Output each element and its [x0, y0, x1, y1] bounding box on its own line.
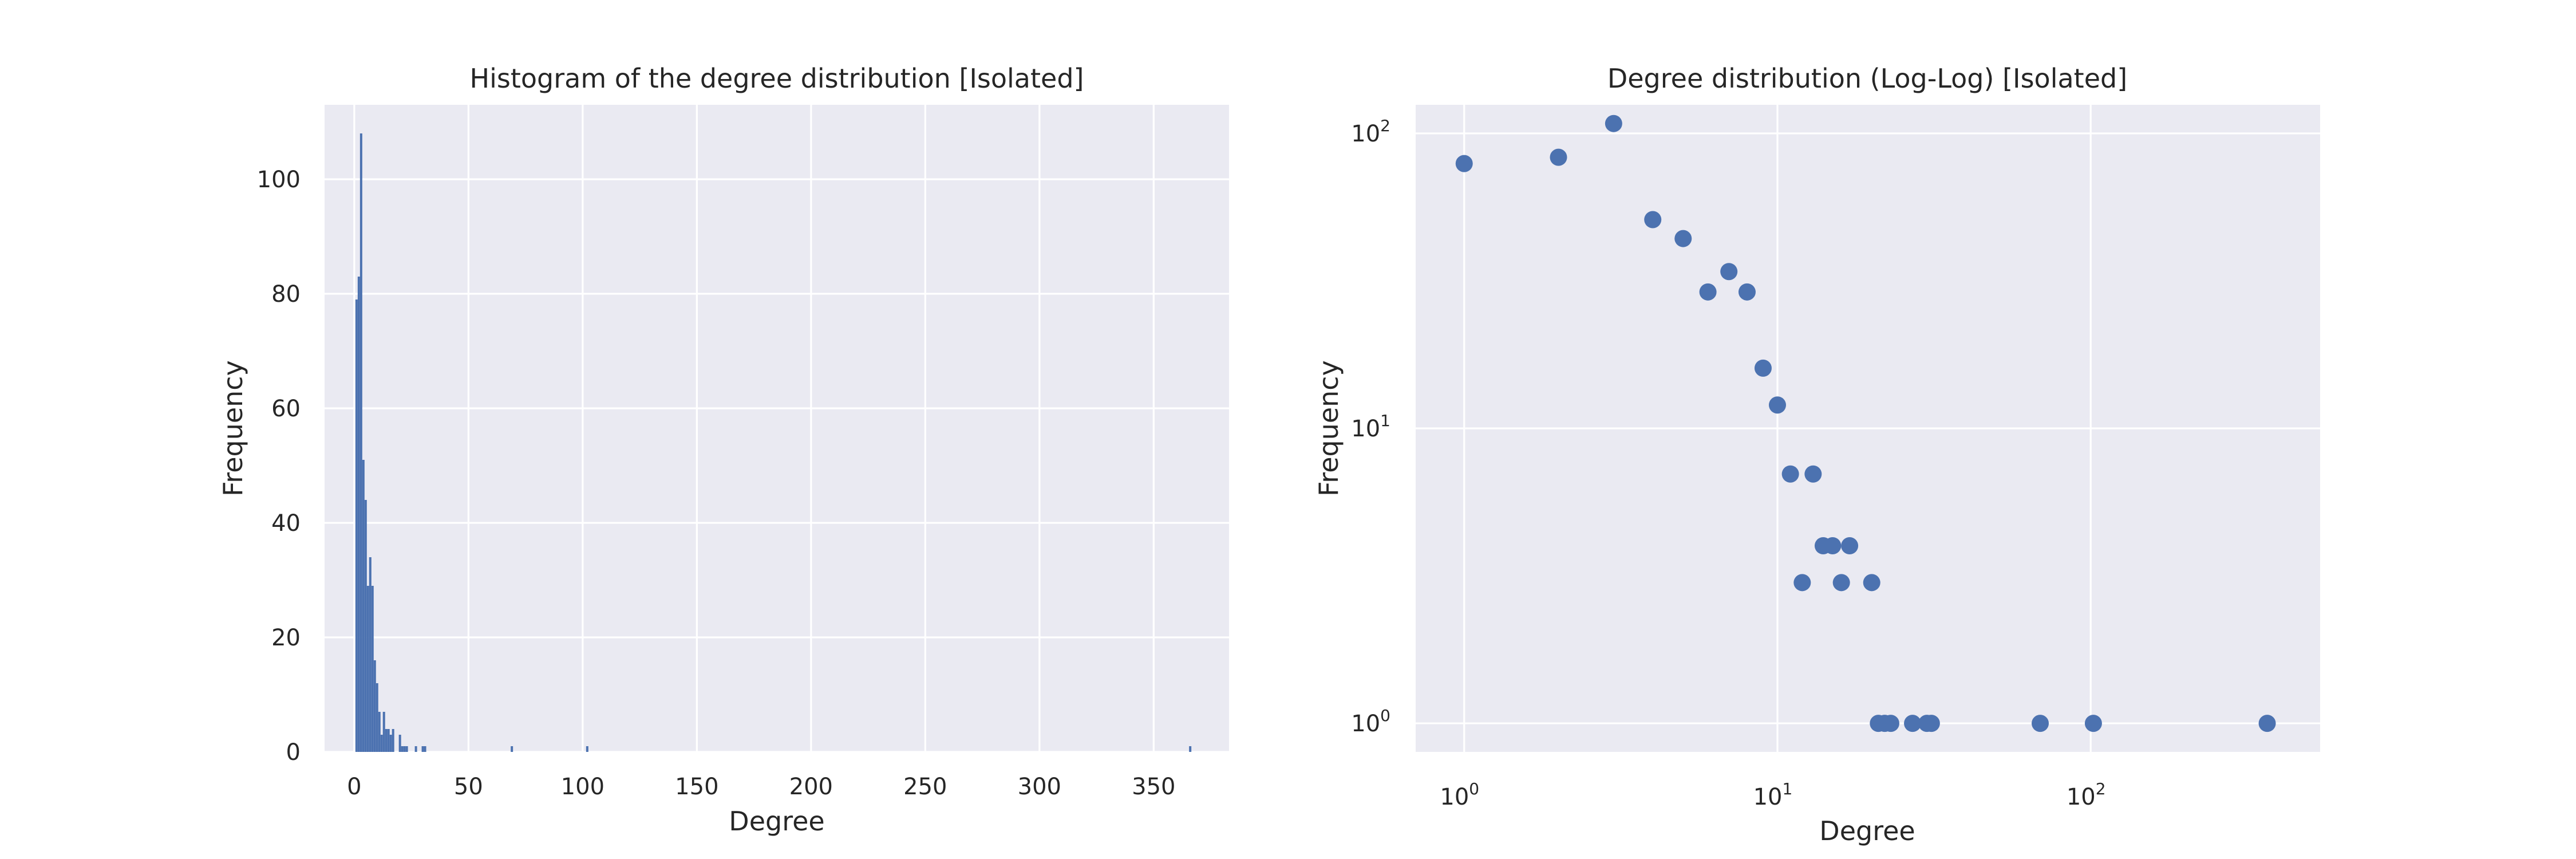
histogram-x-tick-label: 50	[454, 774, 483, 800]
loglog-point	[1793, 574, 1811, 592]
histogram-x-tick-label: 250	[903, 774, 947, 800]
histogram-bar	[398, 735, 401, 752]
loglog-x-tick-label: 100	[1440, 779, 1479, 810]
histogram-bar	[1189, 746, 1192, 752]
histogram-bar	[371, 586, 374, 752]
loglog-panel: Degree distribution (Log-Log) [Isolated]…	[1313, 63, 2320, 846]
histogram-x-tick-label: 300	[1018, 774, 1061, 800]
histogram-x-axis-label: Degree	[729, 806, 824, 837]
loglog-point	[1674, 230, 1692, 247]
histogram-bar	[385, 729, 388, 752]
histogram-x-tick-label: 200	[789, 774, 833, 800]
loglog-x-tick-label: 102	[2067, 779, 2106, 810]
loglog-y-axis-label: Frequency	[1313, 360, 1344, 497]
loglog-point	[1904, 715, 1922, 732]
loglog-point	[1824, 537, 1842, 554]
histogram-y-tick-label: 60	[271, 396, 301, 422]
histogram-bar	[376, 683, 378, 752]
loglog-x-tick-label: 101	[1753, 779, 1793, 810]
histogram-bar	[366, 586, 369, 752]
loglog-point	[2258, 715, 2276, 732]
histogram-x-tick-label: 0	[347, 774, 361, 800]
loglog-point	[1863, 574, 1880, 592]
loglog-point	[1922, 715, 1940, 732]
loglog-point	[1768, 396, 1786, 414]
histogram-bar	[387, 729, 390, 752]
histogram-y-tick-label: 80	[271, 281, 301, 308]
histogram-bars	[355, 133, 1192, 752]
histogram-bar	[392, 729, 394, 752]
histogram-bar	[382, 712, 385, 752]
loglog-x-axis-label: Degree	[1819, 815, 1915, 846]
histogram-bar	[369, 557, 372, 752]
loglog-grid	[1416, 105, 2320, 752]
histogram-bar	[389, 735, 392, 752]
histogram-y-ticks: 0 20 40 60 80 100	[257, 167, 301, 766]
loglog-point	[1754, 359, 1772, 377]
histogram-bar	[373, 660, 376, 752]
loglog-point	[2084, 715, 2102, 732]
loglog-x-ticks: 100 101 102	[1440, 779, 2105, 810]
loglog-points	[1455, 115, 2276, 732]
loglog-point	[1882, 715, 1899, 732]
histogram-bar	[414, 746, 417, 752]
loglog-point	[1804, 465, 1822, 483]
histogram-y-tick-label: 0	[286, 739, 301, 766]
histogram-x-ticks: 0 50 100 150 200 250 300 350	[347, 774, 1175, 800]
loglog-y-tick-label: 100	[1351, 706, 1390, 737]
loglog-y-tick-label: 102	[1351, 116, 1390, 147]
histogram-bar	[355, 300, 358, 752]
histogram-grid	[325, 105, 1229, 753]
loglog-point	[1832, 574, 1850, 592]
histogram-panel: Histogram of the degree distribution [Is…	[218, 63, 1229, 837]
loglog-y-ticks: 100 101 102	[1351, 116, 1390, 737]
histogram-bar	[378, 712, 381, 752]
histogram-y-tick-label: 20	[271, 625, 301, 651]
loglog-point	[1738, 283, 1756, 301]
histogram-bar	[586, 746, 588, 752]
histogram-bar	[424, 746, 426, 752]
histogram-bar	[362, 460, 365, 752]
histogram-bar	[357, 277, 360, 752]
histogram-title: Histogram of the degree distribution [Is…	[470, 63, 1084, 94]
histogram-bar	[511, 746, 513, 752]
histogram-bar	[421, 746, 424, 752]
loglog-point	[1605, 115, 1622, 132]
histogram-x-tick-label: 150	[675, 774, 718, 800]
histogram-y-tick-label: 100	[257, 167, 301, 193]
loglog-point	[1550, 148, 1567, 166]
histogram-plot-area	[325, 105, 1229, 752]
loglog-point	[1644, 211, 1662, 228]
histogram-bar	[403, 746, 406, 752]
histogram-bar	[359, 133, 362, 752]
histogram-bar	[380, 735, 383, 752]
loglog-title: Degree distribution (Log-Log) [Isolated]	[1607, 63, 2127, 94]
histogram-x-tick-label: 350	[1132, 774, 1175, 800]
histogram-bar	[364, 500, 367, 752]
loglog-point	[1841, 537, 1859, 554]
loglog-point	[1720, 263, 1738, 281]
histogram-x-tick-label: 100	[561, 774, 605, 800]
histogram-y-tick-label: 40	[271, 510, 301, 537]
loglog-y-tick-label: 101	[1351, 411, 1390, 442]
histogram-bar	[405, 746, 408, 752]
loglog-point	[1781, 465, 1799, 483]
histogram-y-axis-label: Frequency	[218, 360, 248, 497]
histogram-bar	[401, 746, 404, 752]
loglog-point	[2032, 715, 2049, 732]
loglog-point	[1455, 155, 1473, 172]
loglog-point	[1699, 283, 1717, 301]
